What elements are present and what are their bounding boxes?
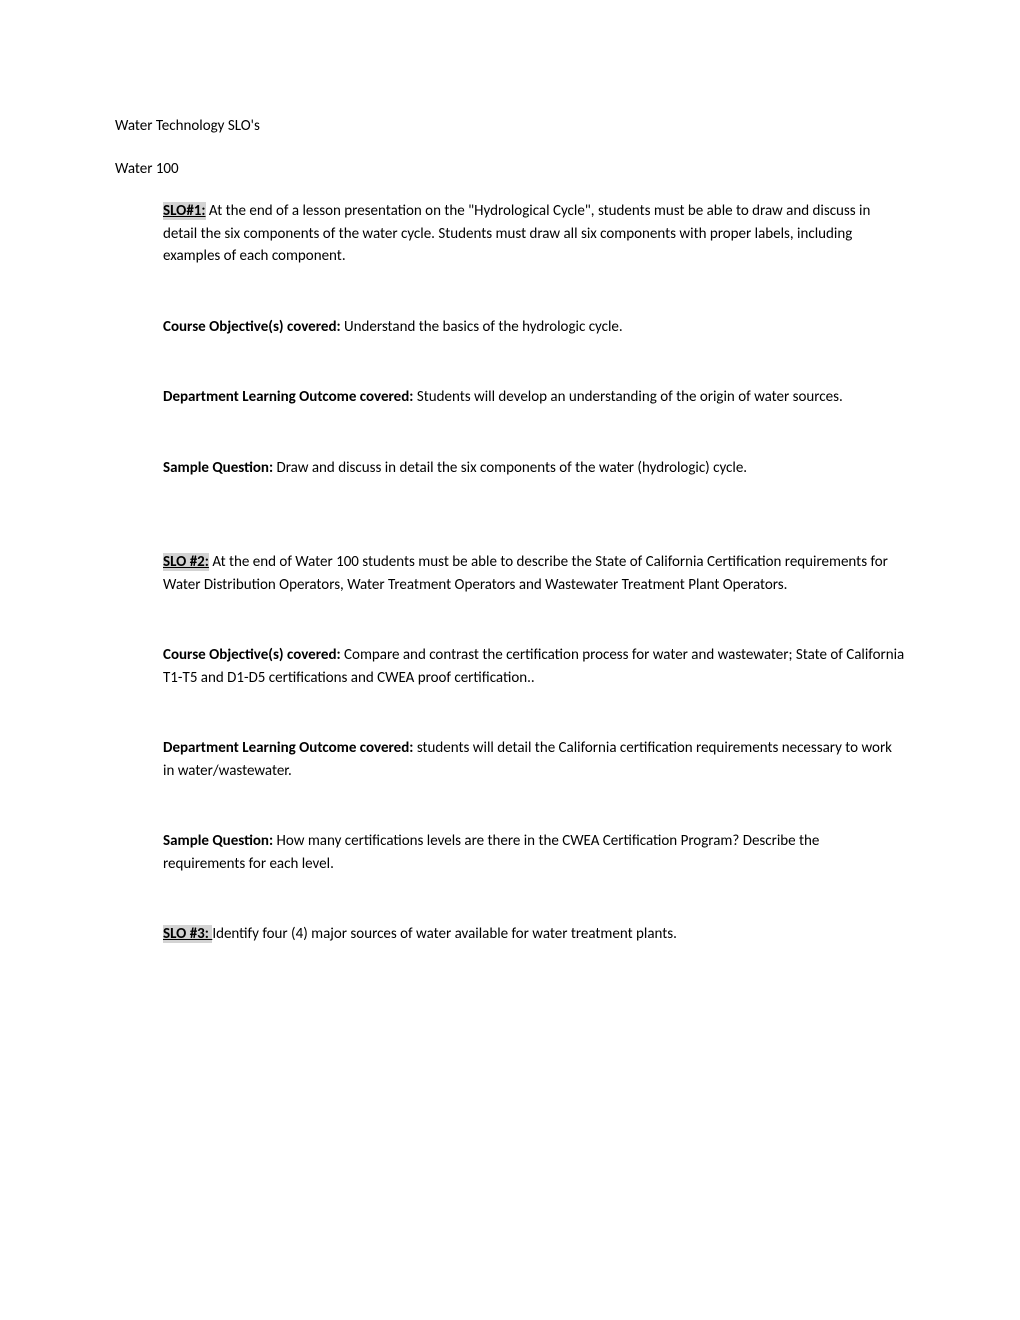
slo2-sample-label: Sample Question:	[163, 832, 273, 850]
slo2-dept-outcome: Department Learning Outcome covered: stu…	[163, 737, 905, 782]
slo1-objective: Course Objective(s) covered: Understand …	[163, 316, 905, 339]
slo2-sample-question: Sample Question: How many certifications…	[163, 830, 905, 875]
course-code: Water 100	[115, 158, 905, 181]
slo1-sample-text: Draw and discuss in detail the six compo…	[273, 459, 747, 477]
slo2-text: At the end of Water 100 students must be…	[163, 553, 888, 594]
slo1-dept-outcome: Department Learning Outcome covered: Stu…	[163, 386, 905, 409]
slo1-sample-label: Sample Question:	[163, 459, 273, 477]
slo2-dept-label: Department Learning Outcome covered:	[163, 739, 413, 757]
slo3-text: Identify four (4) major sources of water…	[212, 925, 677, 943]
slo1-description: SLO#1: At the end of a lesson presentati…	[163, 200, 905, 268]
slo2-objective: Course Objective(s) covered: Compare and…	[163, 644, 905, 689]
slo1-section: SLO#1: At the end of a lesson presentati…	[163, 200, 905, 946]
slo2-label: SLO #2:	[163, 553, 209, 571]
slo1-dept-label: Department Learning Outcome covered:	[163, 388, 413, 406]
slo2-description: SLO #2: At the end of Water 100 students…	[163, 551, 905, 596]
slo3-description: SLO #3: Identify four (4) major sources …	[163, 923, 905, 946]
slo1-objective-text: Understand the basics of the hydrologic …	[341, 318, 623, 336]
slo1-label: SLO#1:	[163, 202, 206, 220]
slo1-text: At the end of a lesson presentation on t…	[163, 202, 870, 265]
document-title: Water Technology SLO's	[115, 115, 905, 138]
slo1-dept-text: Students will develop an understanding o…	[413, 388, 842, 406]
slo1-sample-question: Sample Question: Draw and discuss in det…	[163, 457, 905, 480]
slo2-objective-label: Course Objective(s) covered:	[163, 646, 341, 664]
slo3-label: SLO #3:	[163, 925, 212, 943]
slo1-objective-label: Course Objective(s) covered:	[163, 318, 341, 336]
